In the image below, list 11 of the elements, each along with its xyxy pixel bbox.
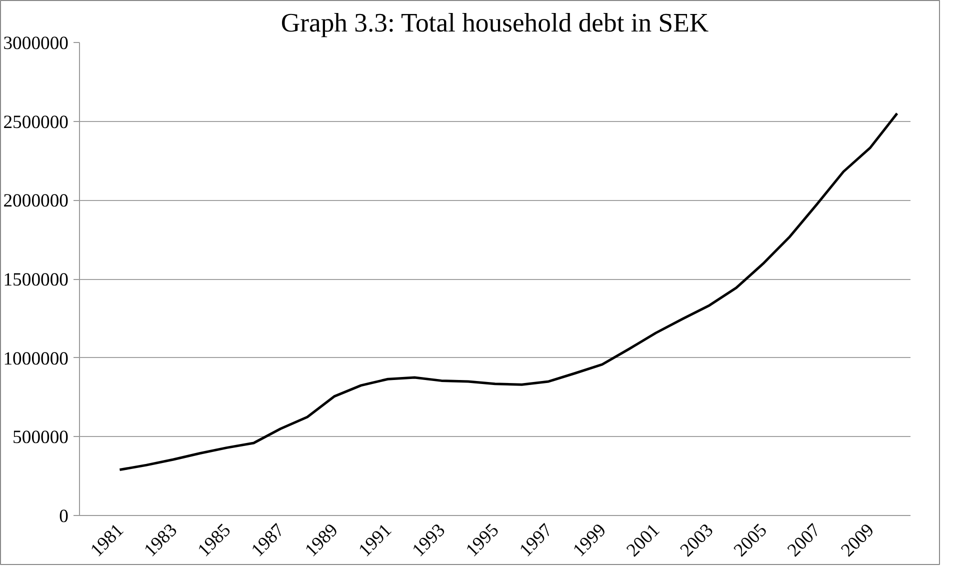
x-tick-label: 1991 xyxy=(354,520,396,562)
x-tick-label: 1981 xyxy=(86,520,128,562)
y-tick-label: 2500000 xyxy=(3,112,68,133)
line-series xyxy=(118,112,898,472)
chart-title: Graph 3.3: Total household debt in SEK xyxy=(280,8,709,38)
y-tick-label: 2000000 xyxy=(3,190,68,212)
y-tick-label: 1000000 xyxy=(3,348,68,370)
y-tick-label: 0 xyxy=(59,506,68,527)
y-tick-label: 500000 xyxy=(12,427,68,448)
y-tick-label: 1500000 xyxy=(3,270,68,290)
y-tick-label: 3000000 xyxy=(3,33,68,54)
